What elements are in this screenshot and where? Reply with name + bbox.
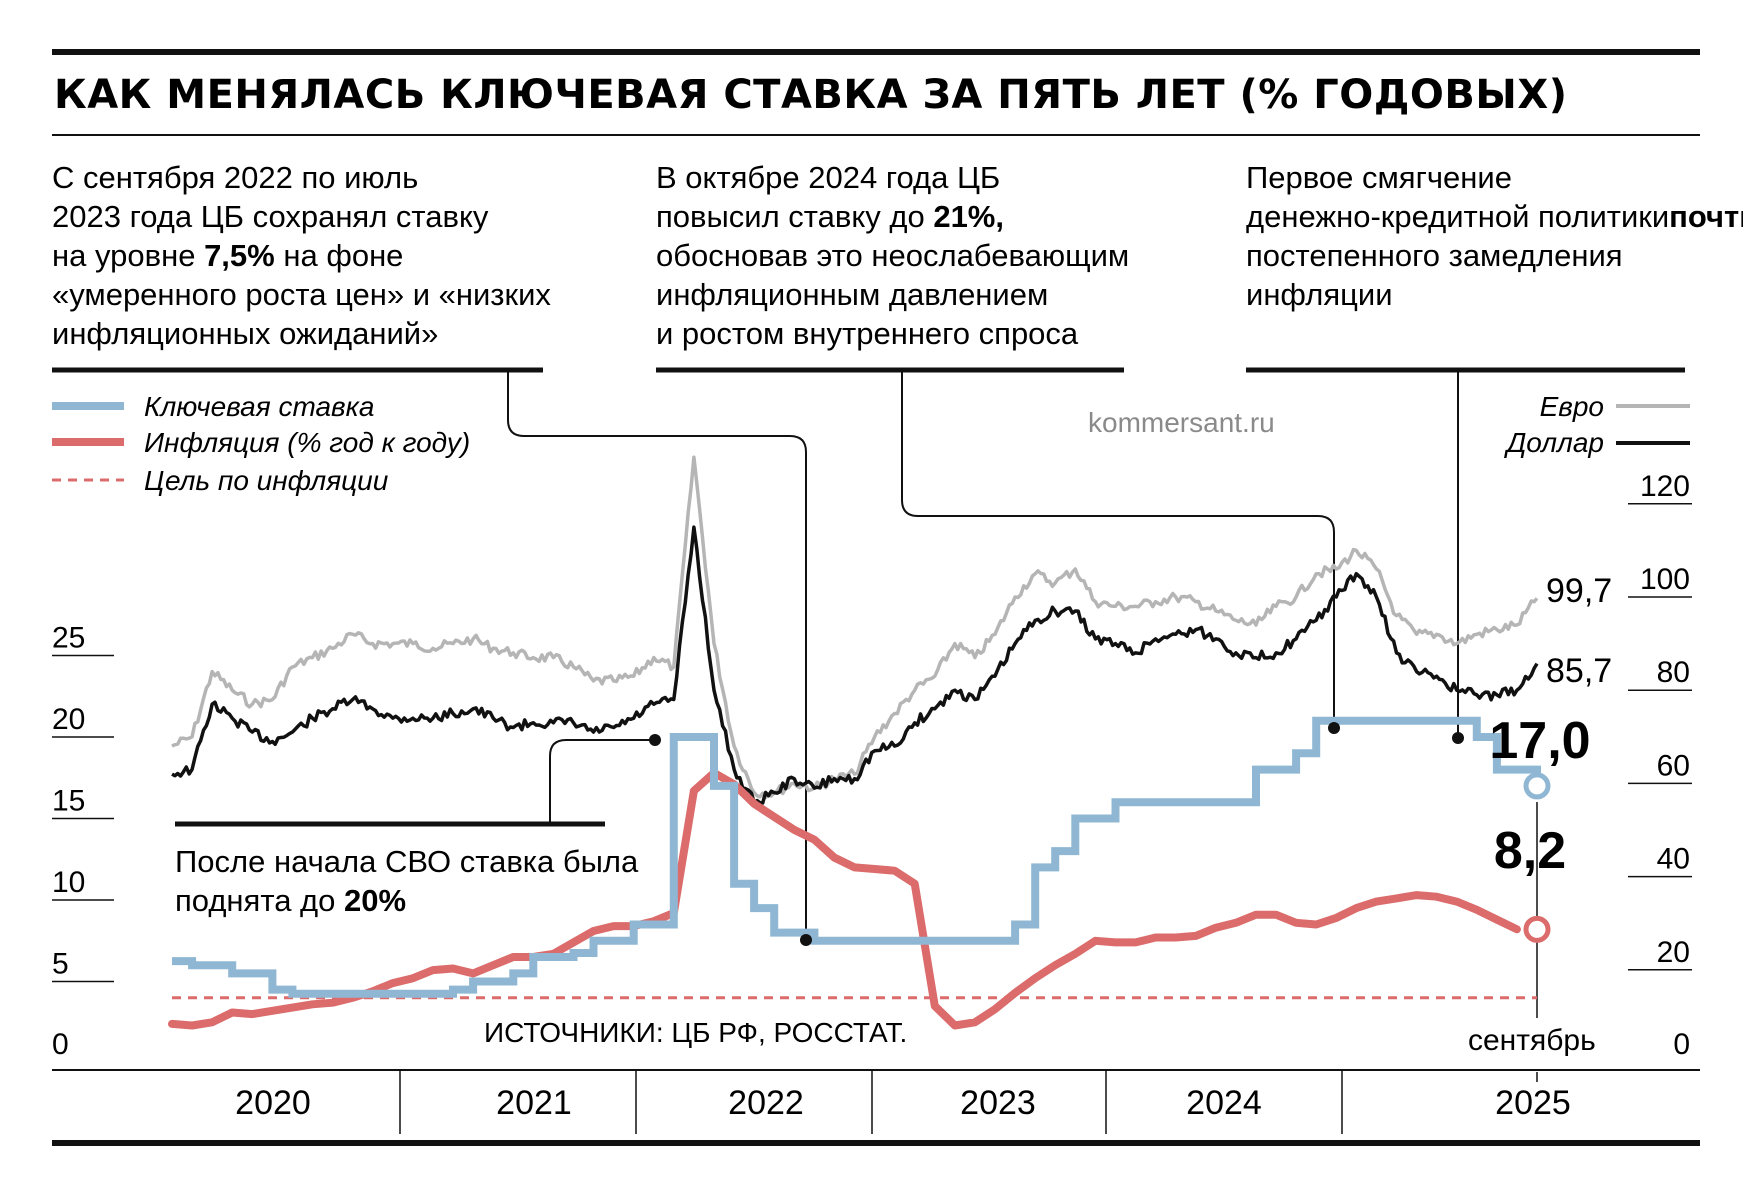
- key-rate-end-marker: [1523, 772, 1551, 800]
- y-right-tick-label: 20: [1657, 936, 1690, 969]
- y-left-tick-label: 0: [52, 1028, 69, 1061]
- y-right-tick-label: 80: [1657, 656, 1690, 689]
- note-line-part: на фоне: [275, 238, 404, 273]
- note-line-part: 2023 года ЦБ сохранял ставку: [52, 199, 489, 234]
- x-year-label: 2024: [1186, 1084, 1262, 1122]
- note-oct-2024: В октябре 2024 года ЦБ повысил ставку до …: [656, 160, 1129, 351]
- leader-note4: [549, 739, 655, 822]
- note-line-part: инфляционным давлением: [656, 277, 1048, 312]
- y-left-tick-label: 20: [52, 703, 85, 736]
- x-year-label: 2022: [728, 1084, 804, 1122]
- inflation-line: [168, 768, 1521, 1030]
- note-line-part: «умеренного роста цен» и «низких: [52, 277, 551, 312]
- dollar-end-label: 85,7: [1546, 652, 1612, 690]
- legend-euro-label: Евро: [1540, 391, 1604, 422]
- note-line-part: инфляционных ожиданий»: [52, 316, 438, 351]
- inflation-end-marker: [1523, 915, 1551, 943]
- leader-dot: [800, 934, 812, 946]
- note-line-part: 20%: [344, 883, 406, 918]
- note-line-part: повысил ставку до: [656, 199, 933, 234]
- note-first-easing: Первое смягчение денежно-кредитной полити…: [1246, 160, 1743, 312]
- axis-ticks: [52, 503, 1692, 1134]
- y-right-tick-label: 100: [1640, 563, 1690, 596]
- legend-label: Цель по инфляции: [144, 465, 389, 496]
- leader-note2: [901, 372, 1335, 728]
- note-line-part: почти за три года: [1669, 199, 1743, 234]
- euro-end-label: 99,7: [1546, 572, 1612, 610]
- note-svo: После начала СВО ставка была поднята до 2…: [175, 844, 639, 918]
- note-line-part: 7,5%: [204, 238, 275, 273]
- y-left-tick-label: 15: [52, 785, 85, 818]
- y-right-tick-label: 40: [1657, 843, 1690, 876]
- note-line-part: После начала СВО ставка была: [175, 844, 639, 879]
- legend-label: Инфляция (% год к году): [144, 427, 470, 458]
- watermark: kommersant.ru: [1088, 407, 1275, 438]
- legend-dollar-label: Доллар: [1504, 427, 1604, 458]
- y-right-tick-label: 60: [1657, 749, 1690, 782]
- legend-label: Ключевая ставка: [144, 391, 374, 422]
- note-sept-2022: С сентября 2022 по июль 2023 года ЦБ сохр…: [52, 160, 551, 351]
- x-year-label: 2023: [960, 1084, 1036, 1122]
- dollar-line: [171, 525, 1539, 805]
- note-line-part: поднята до: [175, 883, 344, 918]
- x-year-label: 2021: [496, 1084, 572, 1122]
- euro-line: [171, 455, 1539, 800]
- note-line-part: обосновав это неослабевающим: [656, 238, 1129, 273]
- month-label: сентябрь: [1468, 1024, 1596, 1057]
- note-line-part: постепенного замедления: [1246, 238, 1623, 273]
- x-year-label: 2020: [235, 1084, 311, 1122]
- note-line-part: денежно-кредитной политики: [1246, 199, 1669, 234]
- note-line-part: В октябре 2024 года ЦБ: [656, 160, 1000, 195]
- y-left-tick-label: 25: [52, 622, 85, 655]
- source-note: ИСТОЧНИКИ: ЦБ РФ, РОССТАТ.: [484, 1017, 907, 1048]
- leader-note1: [507, 372, 807, 940]
- note-line-part: инфляции: [1246, 277, 1393, 312]
- key-rate-line: [172, 716, 1541, 998]
- y-left-tick-label: 10: [52, 866, 85, 899]
- leader-dot: [1452, 732, 1464, 744]
- key-rate-end-label: 17,0: [1489, 712, 1590, 770]
- note-line-part: С сентября 2022 по июль: [52, 160, 418, 195]
- x-year-label: 2025: [1495, 1084, 1571, 1122]
- note-line-part: и ростом внутреннего спроса: [656, 316, 1079, 351]
- chart-frame: [52, 49, 1700, 1146]
- y-right-tick-label: 120: [1640, 470, 1690, 503]
- leader-dot: [1328, 722, 1340, 734]
- note-line-part: 21%,: [933, 199, 1004, 234]
- leader-dot: [649, 734, 661, 746]
- note-line-part: Первое смягчение: [1246, 160, 1512, 195]
- y-left-tick-label: 5: [52, 948, 69, 981]
- chart-title: КАК МЕНЯЛАСЬ КЛЮЧЕВАЯ СТАВКА ЗА ПЯТЬ ЛЕТ…: [54, 72, 1567, 118]
- y-right-tick-label: 0: [1673, 1028, 1690, 1061]
- chart-series: [52, 402, 1690, 1030]
- inflation-end-label: 8,2: [1494, 822, 1566, 880]
- chart-texts: КАК МЕНЯЛАСЬ КЛЮЧЕВАЯ СТАВКА ЗА ПЯТЬ ЛЕТ…: [52, 72, 1743, 1122]
- note-line-part: на уровне: [52, 238, 204, 273]
